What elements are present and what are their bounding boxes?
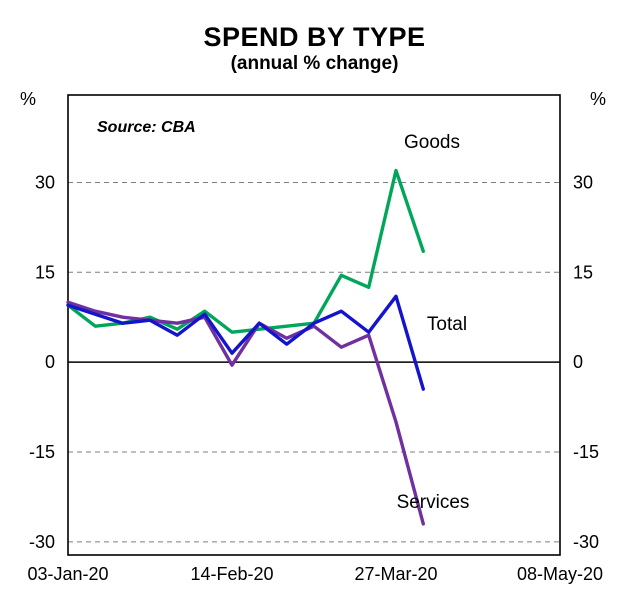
y-tick-label-left-30: 30: [35, 172, 55, 192]
y-tick-label-right--30: -30: [573, 532, 599, 552]
y-tick-label-right-15: 15: [573, 262, 593, 282]
series-label-services: Services: [397, 492, 470, 513]
series-label-goods: Goods: [404, 132, 460, 153]
chart-subtitle: (annual % change): [230, 53, 399, 74]
series-line-total: [66, 294, 425, 391]
y-tick-label-left--30: -30: [29, 532, 55, 552]
series-line-services: [66, 300, 425, 526]
series-label-total: Total: [427, 314, 467, 335]
x-tick-label-3: 08-May-20: [517, 564, 603, 584]
y-tick-label-left-0: 0: [45, 352, 55, 372]
y-axis-unit-right: %: [590, 89, 606, 109]
source-note: Source: CBA: [97, 119, 196, 136]
y-tick-label-left--15: -15: [29, 442, 55, 462]
x-tick-label-2: 27-Mar-20: [354, 564, 437, 584]
series-line-goods: [66, 168, 425, 334]
y-tick-label-right-30: 30: [573, 172, 593, 192]
y-tick-label-left-15: 15: [35, 262, 55, 282]
y-axis-unit-left: %: [20, 89, 36, 109]
chart-title: SPEND BY TYPE: [203, 22, 426, 52]
x-tick-label-1: 14-Feb-20: [190, 564, 273, 584]
plot-border: [67, 94, 561, 556]
y-tick-label-right--15: -15: [573, 442, 599, 462]
y-tick-label-right-0: 0: [573, 352, 583, 372]
x-tick-label-0: 03-Jan-20: [27, 564, 108, 584]
